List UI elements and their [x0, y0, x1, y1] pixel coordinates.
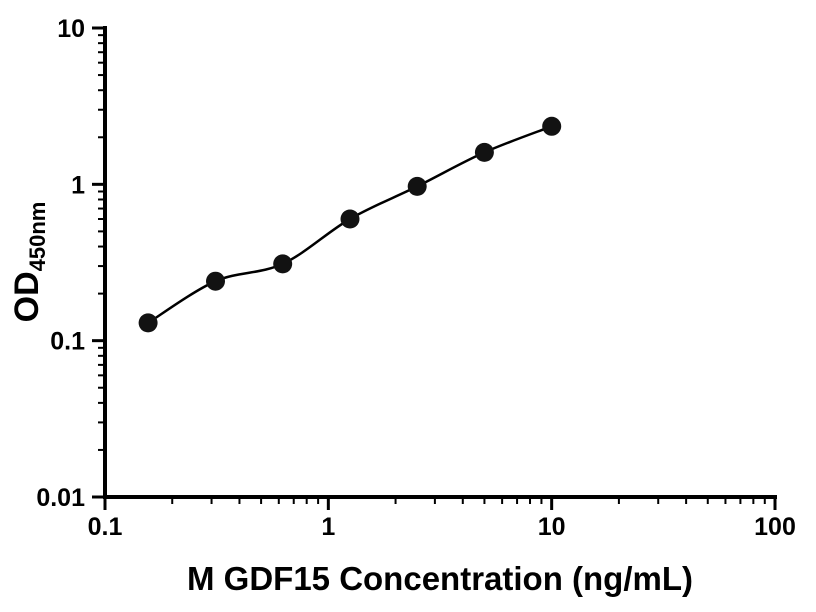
- data-point: [206, 271, 225, 291]
- data-point: [340, 209, 360, 229]
- x-axis-label: M GDF15 Concentration (ng/mL): [187, 560, 693, 597]
- x-tick-label: 0.1: [88, 513, 123, 541]
- y-tick-label: 1: [71, 171, 85, 199]
- y-tick-label: 0.01: [36, 484, 85, 512]
- y-axis-label: OD450nm: [8, 202, 50, 323]
- y-tick-label: 10: [57, 15, 85, 43]
- data-point: [273, 254, 293, 274]
- data-point: [407, 176, 427, 196]
- y-tick-label: 0.1: [50, 328, 85, 356]
- data-point: [138, 313, 158, 333]
- x-tick-label: 10: [538, 513, 566, 541]
- data-point: [542, 116, 562, 136]
- x-tick-label: 1: [321, 513, 335, 541]
- y-axis-label-main: OD: [8, 271, 46, 322]
- axes-spines: [103, 26, 777, 499]
- data-point: [474, 142, 494, 162]
- y-axis-label-subscript: 450nm: [25, 202, 50, 272]
- x-tick-label: 100: [754, 513, 796, 541]
